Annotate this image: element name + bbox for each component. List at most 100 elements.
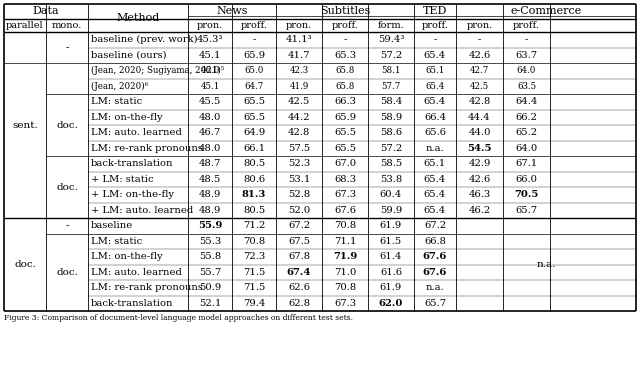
Text: 42.9: 42.9 <box>468 159 491 168</box>
Text: 52.8: 52.8 <box>288 190 310 199</box>
Text: 42.6: 42.6 <box>468 51 491 60</box>
Text: pron.: pron. <box>197 21 223 30</box>
Text: 65.1: 65.1 <box>426 66 445 75</box>
Text: 67.0: 67.0 <box>334 159 356 168</box>
Text: 42.5: 42.5 <box>288 97 310 106</box>
Text: 65.4: 65.4 <box>424 206 446 215</box>
Text: 71.9: 71.9 <box>333 252 357 261</box>
Text: 65.4: 65.4 <box>426 82 445 91</box>
Text: 65.4: 65.4 <box>424 175 446 184</box>
Text: proff.: proff. <box>241 21 268 30</box>
Text: 66.8: 66.8 <box>424 237 446 246</box>
Text: LM: on-the-fly: LM: on-the-fly <box>91 252 163 261</box>
Text: 67.3: 67.3 <box>334 299 356 308</box>
Text: (Jean, 2020; Sugiyama, 2021)⁵: (Jean, 2020; Sugiyama, 2021)⁵ <box>91 66 225 75</box>
Text: 45.3³: 45.3³ <box>197 35 223 44</box>
Text: 61.9: 61.9 <box>380 221 402 230</box>
Text: 65.9: 65.9 <box>334 113 356 122</box>
Text: 65.7: 65.7 <box>424 299 446 308</box>
Text: 65.5: 65.5 <box>243 113 265 122</box>
Text: 41.9: 41.9 <box>289 82 308 91</box>
Text: 62.8: 62.8 <box>288 299 310 308</box>
Text: 42.7: 42.7 <box>470 66 489 75</box>
Text: 64.0: 64.0 <box>517 66 536 75</box>
Text: 70.5: 70.5 <box>515 190 539 199</box>
Text: LM: re-rank pronouns: LM: re-rank pronouns <box>91 283 203 292</box>
Text: 46.7: 46.7 <box>199 128 221 137</box>
Text: 65.4: 65.4 <box>424 97 446 106</box>
Text: LM: auto. learned: LM: auto. learned <box>91 268 182 277</box>
Text: 50.9: 50.9 <box>199 283 221 292</box>
Text: 58.1: 58.1 <box>381 66 401 75</box>
Text: LM: re-rank pronouns: LM: re-rank pronouns <box>91 144 203 153</box>
Text: 41.7: 41.7 <box>288 51 310 60</box>
Text: 65.1: 65.1 <box>424 159 446 168</box>
Text: 42.6: 42.6 <box>468 175 491 184</box>
Text: e-Commerce: e-Commerce <box>510 6 582 17</box>
Text: 48.0: 48.0 <box>199 144 221 153</box>
Text: doc.: doc. <box>14 260 36 269</box>
Text: doc.: doc. <box>56 121 78 130</box>
Text: pron.: pron. <box>286 21 312 30</box>
Text: 80.5: 80.5 <box>243 159 265 168</box>
Text: 54.5: 54.5 <box>467 144 492 153</box>
Text: 52.1: 52.1 <box>199 299 221 308</box>
Text: -: - <box>343 35 347 44</box>
Text: 65.8: 65.8 <box>335 82 355 91</box>
Text: 65.5: 65.5 <box>243 97 265 106</box>
Text: 70.8: 70.8 <box>243 237 265 246</box>
Text: 65.0: 65.0 <box>244 66 264 75</box>
Text: -: - <box>65 221 68 230</box>
Text: Subtitles: Subtitles <box>320 6 370 17</box>
Text: 57.2: 57.2 <box>380 51 402 60</box>
Text: 42.5: 42.5 <box>470 82 489 91</box>
Text: 71.5: 71.5 <box>243 268 265 277</box>
Text: baseline (ours): baseline (ours) <box>91 51 166 60</box>
Text: doc.: doc. <box>56 268 78 277</box>
Text: n.a.: n.a. <box>426 283 444 292</box>
Text: 61.9: 61.9 <box>380 283 402 292</box>
Text: 65.8: 65.8 <box>335 66 355 75</box>
Text: proff.: proff. <box>513 21 540 30</box>
Text: 64.4: 64.4 <box>515 97 538 106</box>
Text: + LM: on-the-fly: + LM: on-the-fly <box>91 190 174 199</box>
Text: 53.8: 53.8 <box>380 175 402 184</box>
Text: 67.6: 67.6 <box>423 268 447 277</box>
Text: 45.1: 45.1 <box>199 51 221 60</box>
Text: 65.7: 65.7 <box>515 206 538 215</box>
Text: 44.0: 44.0 <box>468 128 491 137</box>
Text: sent.: sent. <box>12 121 38 130</box>
Text: 70.8: 70.8 <box>334 283 356 292</box>
Text: 81.3: 81.3 <box>242 190 266 199</box>
Text: 80.6: 80.6 <box>243 175 265 184</box>
Text: 67.6: 67.6 <box>334 206 356 215</box>
Text: 65.5: 65.5 <box>334 144 356 153</box>
Text: back-translation: back-translation <box>91 159 173 168</box>
Text: 46.3: 46.3 <box>468 190 491 199</box>
Text: TED: TED <box>423 6 447 17</box>
Text: 67.3: 67.3 <box>334 190 356 199</box>
Text: 55.7: 55.7 <box>199 268 221 277</box>
Text: 66.0: 66.0 <box>515 175 538 184</box>
Text: Figure 3: Comparison of document-level language model approaches on different te: Figure 3: Comparison of document-level l… <box>4 314 353 322</box>
Text: 59.9: 59.9 <box>380 206 402 215</box>
Text: 71.0: 71.0 <box>334 268 356 277</box>
Text: 71.1: 71.1 <box>333 237 356 246</box>
Text: (Jean, 2020)⁶: (Jean, 2020)⁶ <box>91 82 148 91</box>
Text: baseline: baseline <box>91 221 133 230</box>
Text: 52.0: 52.0 <box>288 206 310 215</box>
Text: doc.: doc. <box>56 182 78 192</box>
Text: 67.4: 67.4 <box>287 268 311 277</box>
Text: 65.4: 65.4 <box>424 51 446 60</box>
Text: 67.2: 67.2 <box>424 221 446 230</box>
Text: back-translation: back-translation <box>91 299 173 308</box>
Text: 60.4: 60.4 <box>380 190 402 199</box>
Text: 65.5: 65.5 <box>334 128 356 137</box>
Text: 80.5: 80.5 <box>243 206 265 215</box>
Text: 44.2: 44.2 <box>288 113 310 122</box>
Text: 66.1: 66.1 <box>243 144 265 153</box>
Text: 64.7: 64.7 <box>244 82 264 91</box>
Text: mono.: mono. <box>52 21 82 30</box>
Text: 46.0: 46.0 <box>200 66 220 75</box>
Text: 71.2: 71.2 <box>243 221 265 230</box>
